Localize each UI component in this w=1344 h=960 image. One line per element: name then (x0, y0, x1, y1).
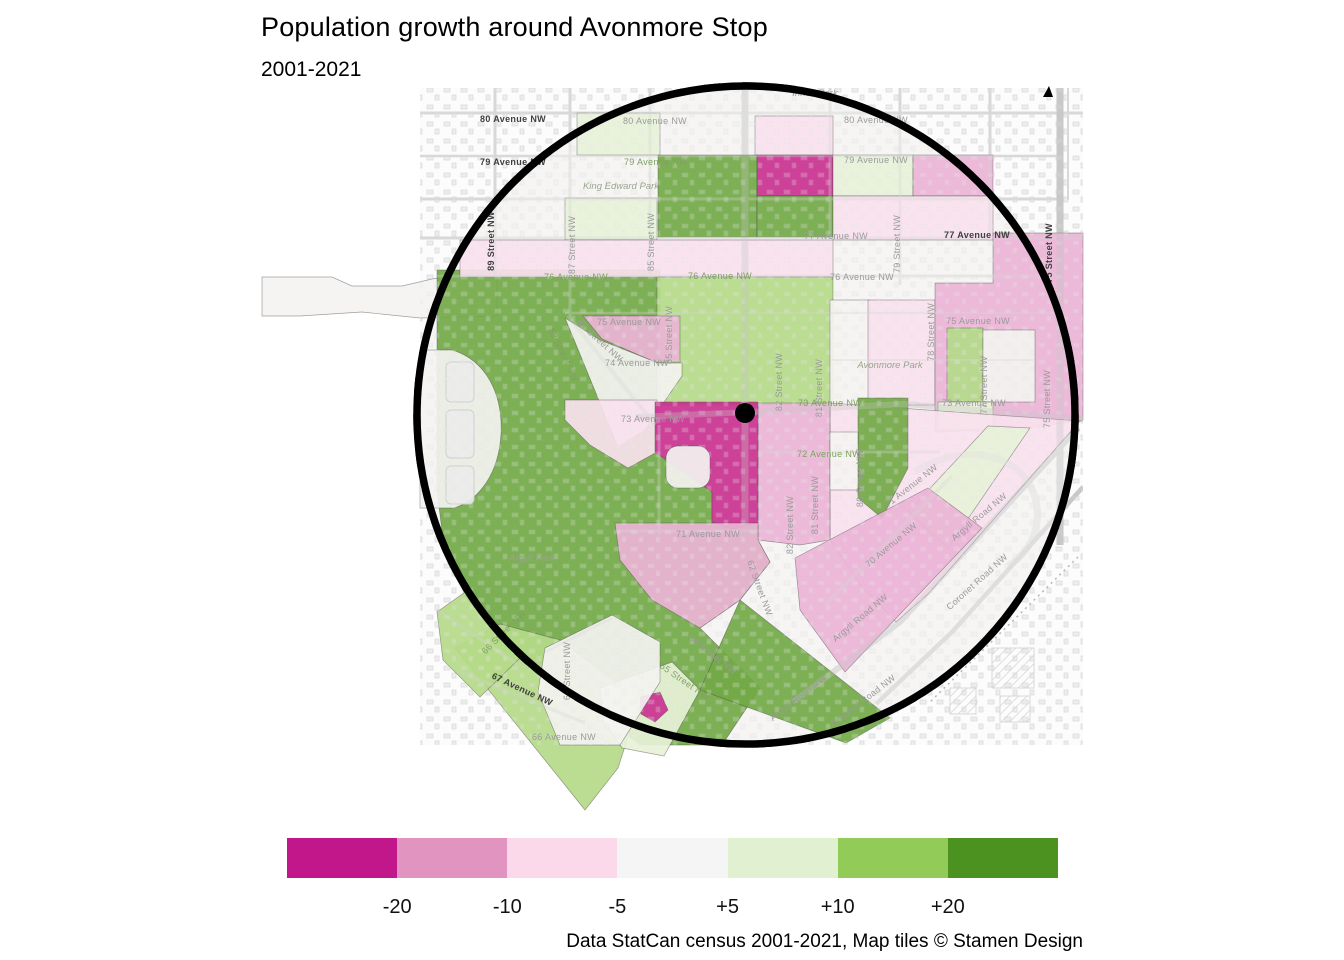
street-label: 80 Avenue NW (480, 114, 546, 124)
legend-tick-label: +10 (820, 896, 855, 918)
street-label: 80 Avenue NW (623, 116, 687, 126)
legend-tick-label: -5 (608, 896, 627, 918)
legend-swatch (947, 838, 1058, 878)
legend-colorbar (287, 838, 1058, 878)
street-label: 79 Street NW (892, 215, 902, 273)
street-label: 66 Avenue NW (532, 732, 596, 742)
legend-tick-label: -10 (492, 896, 522, 918)
street-label: 73 Avenue NW (621, 414, 685, 424)
street-label: 82 Street NW (785, 496, 795, 554)
street-label: 75 Avenue NW (946, 316, 1010, 326)
legend-swatch (837, 838, 948, 878)
street-label: 71 Avenue NW (676, 529, 740, 539)
stop-marker (735, 403, 755, 423)
buffer-circle (413, 82, 1079, 748)
legend-swatch (397, 838, 508, 878)
park-label: Argyll Park (508, 553, 556, 564)
street-label: 72 Avenue NW (797, 449, 861, 459)
legend-tick-label: +5 (716, 896, 739, 918)
street-label: 76 Avenue NW (830, 272, 894, 282)
legend-swatch (507, 838, 618, 878)
street-label: 76 Avenue NW (544, 272, 608, 282)
legend-tick-label: -20 (382, 896, 412, 918)
street-label: 77 Avenue NW (944, 230, 1010, 240)
street-label: 76 Avenue NW (688, 271, 752, 281)
street-label: 75 Street NW (1044, 223, 1054, 283)
street-label: 74 Avenue NW (605, 358, 669, 368)
street-label: 85 Street NW (664, 306, 674, 364)
street-label: 77 Street NW (979, 356, 989, 414)
street-label: 85 Street NW (646, 213, 656, 271)
street-label: 80 Street NW (855, 449, 865, 507)
street-label: 81 Street NW (814, 359, 824, 417)
street-label: 80 Avenue NW (844, 115, 908, 125)
street-label: 82 Street NW (774, 353, 784, 411)
street-label: 89 Street NW (486, 211, 496, 271)
street-label: 75 Avenue NW (597, 317, 661, 327)
street-label: 75 Street NW (1042, 370, 1052, 428)
subtitle: 2001-2021 (261, 58, 362, 81)
street-label: 79 Avenue NW (480, 157, 546, 167)
legend-swatch (287, 838, 398, 878)
legend-ticks: -20 -10 -5 +5 +10 +20 (287, 896, 1058, 926)
park-label: Avonmore Park (856, 360, 924, 371)
legend-tick-label: +20 (930, 896, 965, 918)
caption: Data StatCan census 2001-2021, Map tiles… (566, 931, 1083, 952)
street-label: 87 Street NW (567, 216, 577, 274)
street-label: 81 Street NW (810, 476, 820, 534)
street-label: 79 Avenue NW (844, 155, 908, 165)
page-title: Population growth around Avonmore Stop (261, 12, 768, 42)
street-label: 73 Avenue NW (798, 398, 862, 408)
street-label: 79 Avenue NW (624, 157, 688, 167)
street-label: 77 Avenue NW (804, 231, 868, 241)
park-label: King Edward Park (583, 181, 660, 192)
legend-swatch (617, 838, 728, 878)
north-arrow-icon (1043, 86, 1053, 97)
street-label: 73 Avenue NW (942, 398, 1006, 408)
street-label: 78 Street NW (926, 303, 936, 361)
legend-swatch (727, 838, 838, 878)
street-label: 63 Street NW (562, 642, 572, 700)
